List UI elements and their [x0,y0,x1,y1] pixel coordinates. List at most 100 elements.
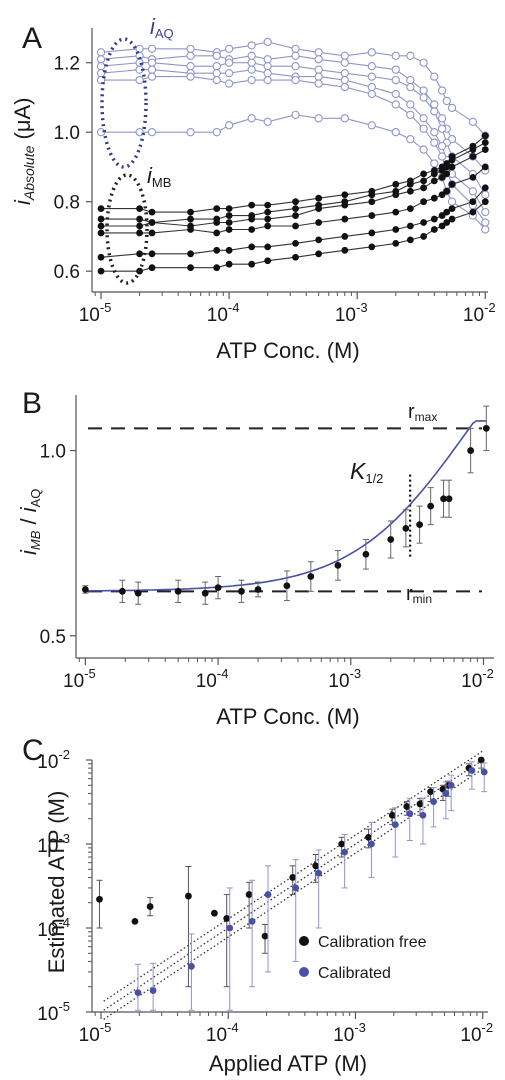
mb-data-point [248,201,256,209]
aq-data-point [291,62,300,71]
aq-data-point [291,44,300,53]
panel-b-x-tick-label: 10-4 [196,666,229,692]
aq-data-point [367,82,376,92]
mb-data-point [264,222,272,230]
mb-data-point [264,243,272,251]
aq-data-point [367,89,376,99]
aq-data-point [437,124,447,133]
panel-c-y-tick-label: 10-3 [37,831,70,857]
aq-data-point [419,86,428,95]
mb-data-point [264,208,272,216]
mb-data-point [438,167,446,174]
aq-data-point [247,75,256,85]
calibrated-data-point [149,987,157,994]
aq-data-point [147,72,157,81]
aq-data-point [430,159,439,168]
mb-data-point [136,229,143,237]
calibrated-data-point [406,810,414,818]
mb-data-point [341,215,349,223]
mb-data-point [368,243,376,251]
mb-data-point [225,219,233,226]
mb-data-point [481,163,489,171]
panel-c-x-tick-label: 10-3 [333,1020,366,1046]
calibrated-data-point [468,767,476,774]
calibrated-data-point [188,962,195,970]
panel-c-x-tick-label: 10-5 [79,1020,112,1046]
ratio-data-point [482,424,490,432]
mb-data-point [341,246,349,254]
panel-a-x-tick-label: 10-4 [207,300,240,326]
mb-data-point [213,264,221,272]
aq-data-point [314,65,323,74]
panel-a: A 0.6 0.8 1.0 1.2 10-5 10-4 10-3 10-2 iAQ iMB i… [10,14,496,363]
aq-data-point [391,51,400,60]
panel-b-xlabel: ATP Conc. (M) [216,704,359,729]
k-half-label: K1/2 [350,458,383,486]
mb-data-point [292,205,299,213]
panel-c-legend: Calibration free Calibrated [299,934,427,982]
aq-data-point [340,69,349,78]
mb-data-point [469,173,477,181]
mb-data-point [368,198,376,206]
aq-data-point [263,37,272,47]
aq-data-point [406,100,415,109]
mb-data-point [148,264,156,272]
mb-data-point [438,212,446,219]
panel-a-x-tick-label: 10-3 [335,300,368,326]
panel-c-x-tick-label: 10-2 [460,1020,493,1046]
aq-data-point [291,110,300,119]
mb-data-point [136,205,143,213]
mb-data-point [148,250,156,258]
panel-letter-a: A [22,22,42,55]
fit-curve [85,420,487,592]
aq-data-point [340,75,349,85]
panel-b-series [81,405,490,605]
mb-data-point [264,257,272,265]
mb-data-point [97,253,105,261]
aq-data-point [247,58,256,67]
aq-data-point [437,86,447,95]
mb-data-point [225,260,233,268]
panel-a-series [96,37,490,275]
calibration-free-data-point [146,903,154,910]
panel-c-axes: 10-5 10-4 10-3 10-2 10-5 10-4 10-3 10-2 [37,747,493,1046]
aq-data-point [468,117,478,126]
aq-data-point [291,51,300,60]
aq-data-point [391,75,400,85]
mb-data-point [187,250,194,258]
aq-data-point [442,96,451,106]
aq-data-point [314,79,323,88]
mb-data-point [341,201,349,209]
calibrated-data-point [134,989,142,997]
aq-data-point [314,114,323,123]
calibration-free-data-point [477,756,485,764]
calibrated-data-point [341,848,349,856]
aq-data-point [186,128,195,137]
panel-b-x-tick-label: 10-3 [328,666,361,692]
aq-data-point [224,79,234,88]
ratio-data-point [254,586,262,593]
aq-data-point [367,48,376,57]
calibration-free-data-point [96,895,103,903]
aq-data-point [367,72,376,81]
mb-data-point [420,177,428,185]
aq-data-point [468,187,478,196]
aq-data-point [430,138,439,147]
aq-data-point [96,62,106,71]
calibrated-data-point [430,798,437,805]
mb-data-point [225,212,233,219]
aq-data-point [186,51,195,60]
ratio-data-point [118,587,126,595]
ratio-data-point [201,589,209,597]
mb-data-point [136,215,143,223]
ratio-data-point [467,447,475,454]
aq-data-point [391,89,400,99]
aq-data-point [247,51,256,60]
aq-data-point [340,58,349,67]
ratio-data-point [440,495,447,503]
calibration-free-data-point [427,788,434,796]
aq-data-point [96,48,106,57]
aq-data-point [224,44,234,53]
panel-b-y-tick-label: 0.5 [40,627,66,648]
mb-data-point [341,233,349,240]
